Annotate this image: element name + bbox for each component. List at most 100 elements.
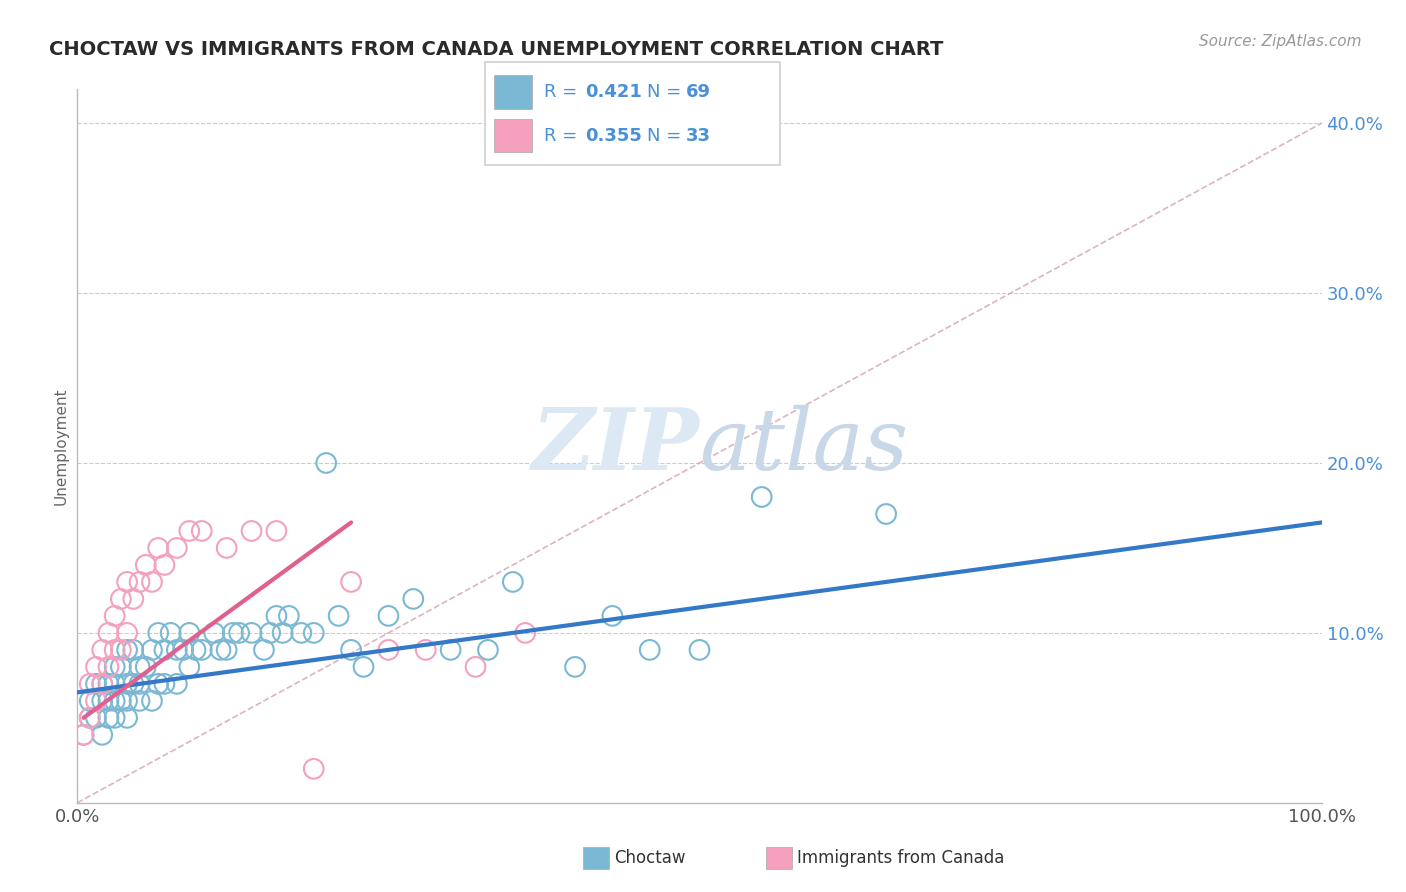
Point — [266, 524, 288, 538]
Point — [91, 677, 114, 691]
Point — [104, 677, 127, 691]
Text: 0.355: 0.355 — [585, 127, 643, 145]
Point — [259, 626, 281, 640]
Point — [72, 728, 94, 742]
FancyBboxPatch shape — [485, 62, 780, 165]
Point — [104, 643, 127, 657]
Point — [228, 626, 250, 640]
Bar — [494, 119, 533, 153]
Point — [84, 660, 107, 674]
Point — [141, 643, 163, 657]
Point — [253, 643, 276, 657]
Text: Immigrants from Canada: Immigrants from Canada — [797, 849, 1004, 867]
Text: N =: N = — [647, 127, 688, 145]
Point — [353, 660, 375, 674]
Bar — [494, 75, 533, 109]
Text: 33: 33 — [686, 127, 711, 145]
Point — [340, 643, 363, 657]
Point — [153, 677, 176, 691]
Point — [302, 762, 325, 776]
Point — [128, 677, 150, 691]
Point — [115, 626, 138, 640]
Point — [464, 660, 486, 674]
Point — [179, 626, 201, 640]
Y-axis label: Unemployment: Unemployment — [53, 387, 69, 505]
Point — [104, 608, 127, 623]
Point — [202, 626, 225, 640]
Text: Choctaw: Choctaw — [614, 849, 686, 867]
Point — [215, 541, 238, 555]
Point — [328, 608, 350, 623]
Point — [104, 711, 127, 725]
Point — [148, 677, 170, 691]
Point — [477, 643, 499, 657]
Point — [141, 574, 163, 589]
Point — [97, 711, 120, 725]
Point — [91, 728, 114, 742]
Point — [122, 591, 145, 606]
Point — [148, 541, 170, 555]
Point — [97, 694, 120, 708]
Point — [79, 694, 101, 708]
Point — [110, 643, 132, 657]
Point — [72, 728, 94, 742]
Point — [79, 677, 101, 691]
Point — [240, 626, 263, 640]
Point — [179, 660, 201, 674]
Point — [135, 660, 157, 674]
Point — [91, 677, 114, 691]
Text: CHOCTAW VS IMMIGRANTS FROM CANADA UNEMPLOYMENT CORRELATION CHART: CHOCTAW VS IMMIGRANTS FROM CANADA UNEMPL… — [49, 40, 943, 59]
Text: Source: ZipAtlas.com: Source: ZipAtlas.com — [1198, 34, 1361, 49]
Point — [128, 574, 150, 589]
Point — [110, 591, 132, 606]
Point — [502, 574, 524, 589]
Point — [179, 524, 201, 538]
Point — [875, 507, 897, 521]
Point — [166, 643, 188, 657]
Point — [415, 643, 437, 657]
Point — [97, 626, 120, 640]
Point — [166, 541, 188, 555]
Point — [340, 574, 363, 589]
Point — [159, 626, 181, 640]
Point — [209, 643, 232, 657]
Point — [153, 643, 176, 657]
Point — [277, 608, 299, 623]
Point — [141, 694, 163, 708]
Point — [110, 694, 132, 708]
Point — [122, 643, 145, 657]
Point — [97, 677, 120, 691]
Point — [402, 591, 425, 606]
Point — [115, 677, 138, 691]
Point — [302, 626, 325, 640]
Text: 69: 69 — [686, 83, 711, 101]
Point — [440, 643, 463, 657]
Point — [377, 608, 399, 623]
Point — [115, 711, 138, 725]
Point — [153, 558, 176, 572]
Point — [271, 626, 294, 640]
Point — [122, 677, 145, 691]
Point — [172, 643, 194, 657]
Text: 0.421: 0.421 — [585, 83, 643, 101]
Point — [115, 643, 138, 657]
Point — [315, 456, 337, 470]
Point — [91, 694, 114, 708]
Point — [222, 626, 245, 640]
Point — [115, 694, 138, 708]
Point — [84, 677, 107, 691]
Text: atlas: atlas — [700, 405, 908, 487]
Point — [110, 660, 132, 674]
Point — [290, 626, 312, 640]
Point — [377, 643, 399, 657]
Point — [638, 643, 661, 657]
Point — [215, 643, 238, 657]
Point — [97, 660, 120, 674]
Point — [79, 711, 101, 725]
Point — [191, 643, 214, 657]
Point — [128, 660, 150, 674]
Point — [84, 711, 107, 725]
Point — [564, 660, 586, 674]
Point — [689, 643, 711, 657]
Point — [104, 660, 127, 674]
